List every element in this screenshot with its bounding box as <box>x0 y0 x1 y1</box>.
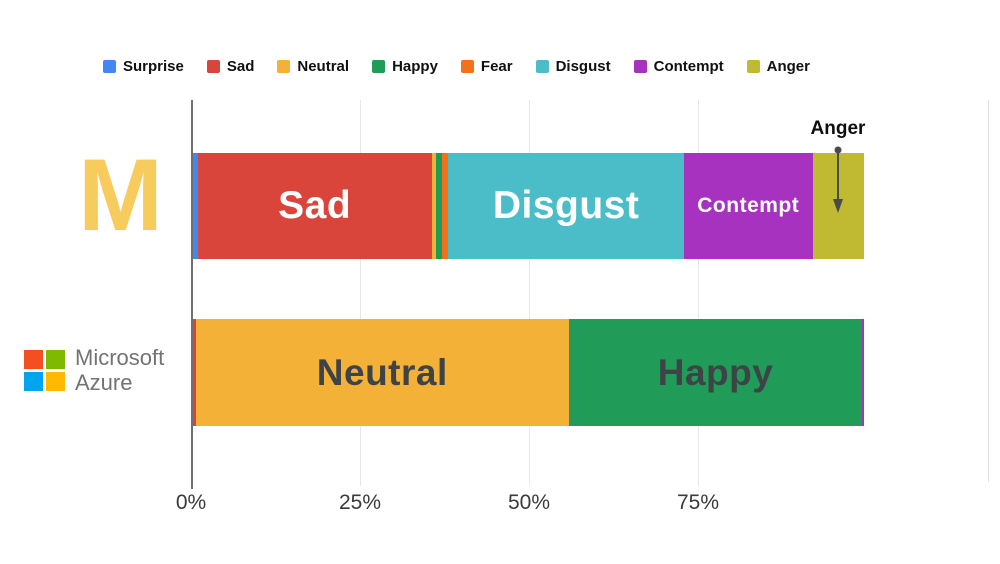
bar-segment-sad <box>193 319 196 426</box>
x-tick-label-25: 25% <box>338 491 382 514</box>
legend-swatch-icon <box>633 60 647 73</box>
bar-segment-disgust: Disgust <box>448 153 684 259</box>
legend-label: Neutral <box>297 58 350 75</box>
legend-swatch-icon <box>206 60 220 73</box>
azure-text: Azure <box>75 370 133 395</box>
bar-segment-neutral: Neutral <box>195 319 569 426</box>
microsoft-text: Microsoft <box>75 345 165 370</box>
legend-label: Surprise <box>123 58 184 75</box>
segment-label: Disgust <box>492 184 640 227</box>
microsoft-logo-icon <box>24 349 65 391</box>
legend-label: Fear <box>480 58 513 75</box>
bar-segment-fear <box>442 153 449 259</box>
bar-row-m: Sad Disgust Contempt <box>193 153 865 259</box>
segment-label: Happy <box>657 351 774 393</box>
legend-label: Anger <box>766 58 810 75</box>
legend-swatch-icon <box>535 60 549 73</box>
bar-segment-neutral <box>431 153 437 259</box>
bar-row-microsoft-azure: Neutral Happy <box>193 319 865 426</box>
x-tick-label-0: 0% <box>175 491 207 514</box>
m-logo: M <box>78 138 163 252</box>
legend-label: Disgust <box>555 58 611 75</box>
legend-item-disgust: Disgust <box>535 58 611 75</box>
legend-item-fear: Fear <box>460 58 513 75</box>
legend-swatch-icon <box>372 60 386 73</box>
bar-segment-happy: Happy <box>568 319 863 426</box>
legend-item-happy: Happy <box>372 58 438 75</box>
legend-swatch-icon <box>746 60 760 73</box>
segment-label: Sad <box>278 184 352 227</box>
microsoft-square-red <box>24 349 43 369</box>
y-axis-line <box>191 100 193 489</box>
legend-item-contempt: Contempt <box>633 58 724 75</box>
legend-label: Happy <box>392 58 438 75</box>
legend-swatch-icon <box>277 60 291 73</box>
microsoft-square-yellow <box>46 371 65 391</box>
microsoft-square-green <box>46 349 65 369</box>
legend-item-sad: Sad <box>206 58 255 75</box>
anger-annotation-label: Anger <box>810 118 866 139</box>
legend-item-neutral: Neutral <box>277 58 349 75</box>
legend-item-anger: Anger <box>746 58 810 75</box>
bar-segment-surprise <box>193 153 198 259</box>
bar-segment-contempt <box>862 319 865 426</box>
legend-label: Sad <box>226 58 255 75</box>
legend-item-surprise: Surprise <box>103 58 184 75</box>
microsoft-square-blue <box>24 371 43 391</box>
bar-segment-happy <box>436 153 443 259</box>
segment-label: Contempt <box>697 194 800 217</box>
legend-label: Contempt <box>653 58 724 75</box>
gridline-75 <box>698 100 699 486</box>
segment-label: Neutral <box>316 351 448 393</box>
gridline-50 <box>529 100 530 486</box>
legend-swatch-icon <box>460 60 474 73</box>
microsoft-azure-wordmark: Microsoft Azure <box>75 345 164 395</box>
legend: Surprise Sad Neutral Happy Fear Disgust Contem… <box>103 58 810 75</box>
bar-segment-sad: Sad <box>197 153 432 259</box>
x-tick-label-75: 75% <box>676 491 720 514</box>
gridline-25 <box>360 100 361 486</box>
microsoft-azure-logo: Microsoft Azure <box>24 345 164 395</box>
arrow-down-icon <box>833 146 843 213</box>
x-tick-label-50: 50% <box>507 491 551 514</box>
bar-segment-contempt: Contempt <box>683 153 813 259</box>
legend-swatch-icon <box>103 60 116 73</box>
plot-right-border <box>988 100 989 482</box>
